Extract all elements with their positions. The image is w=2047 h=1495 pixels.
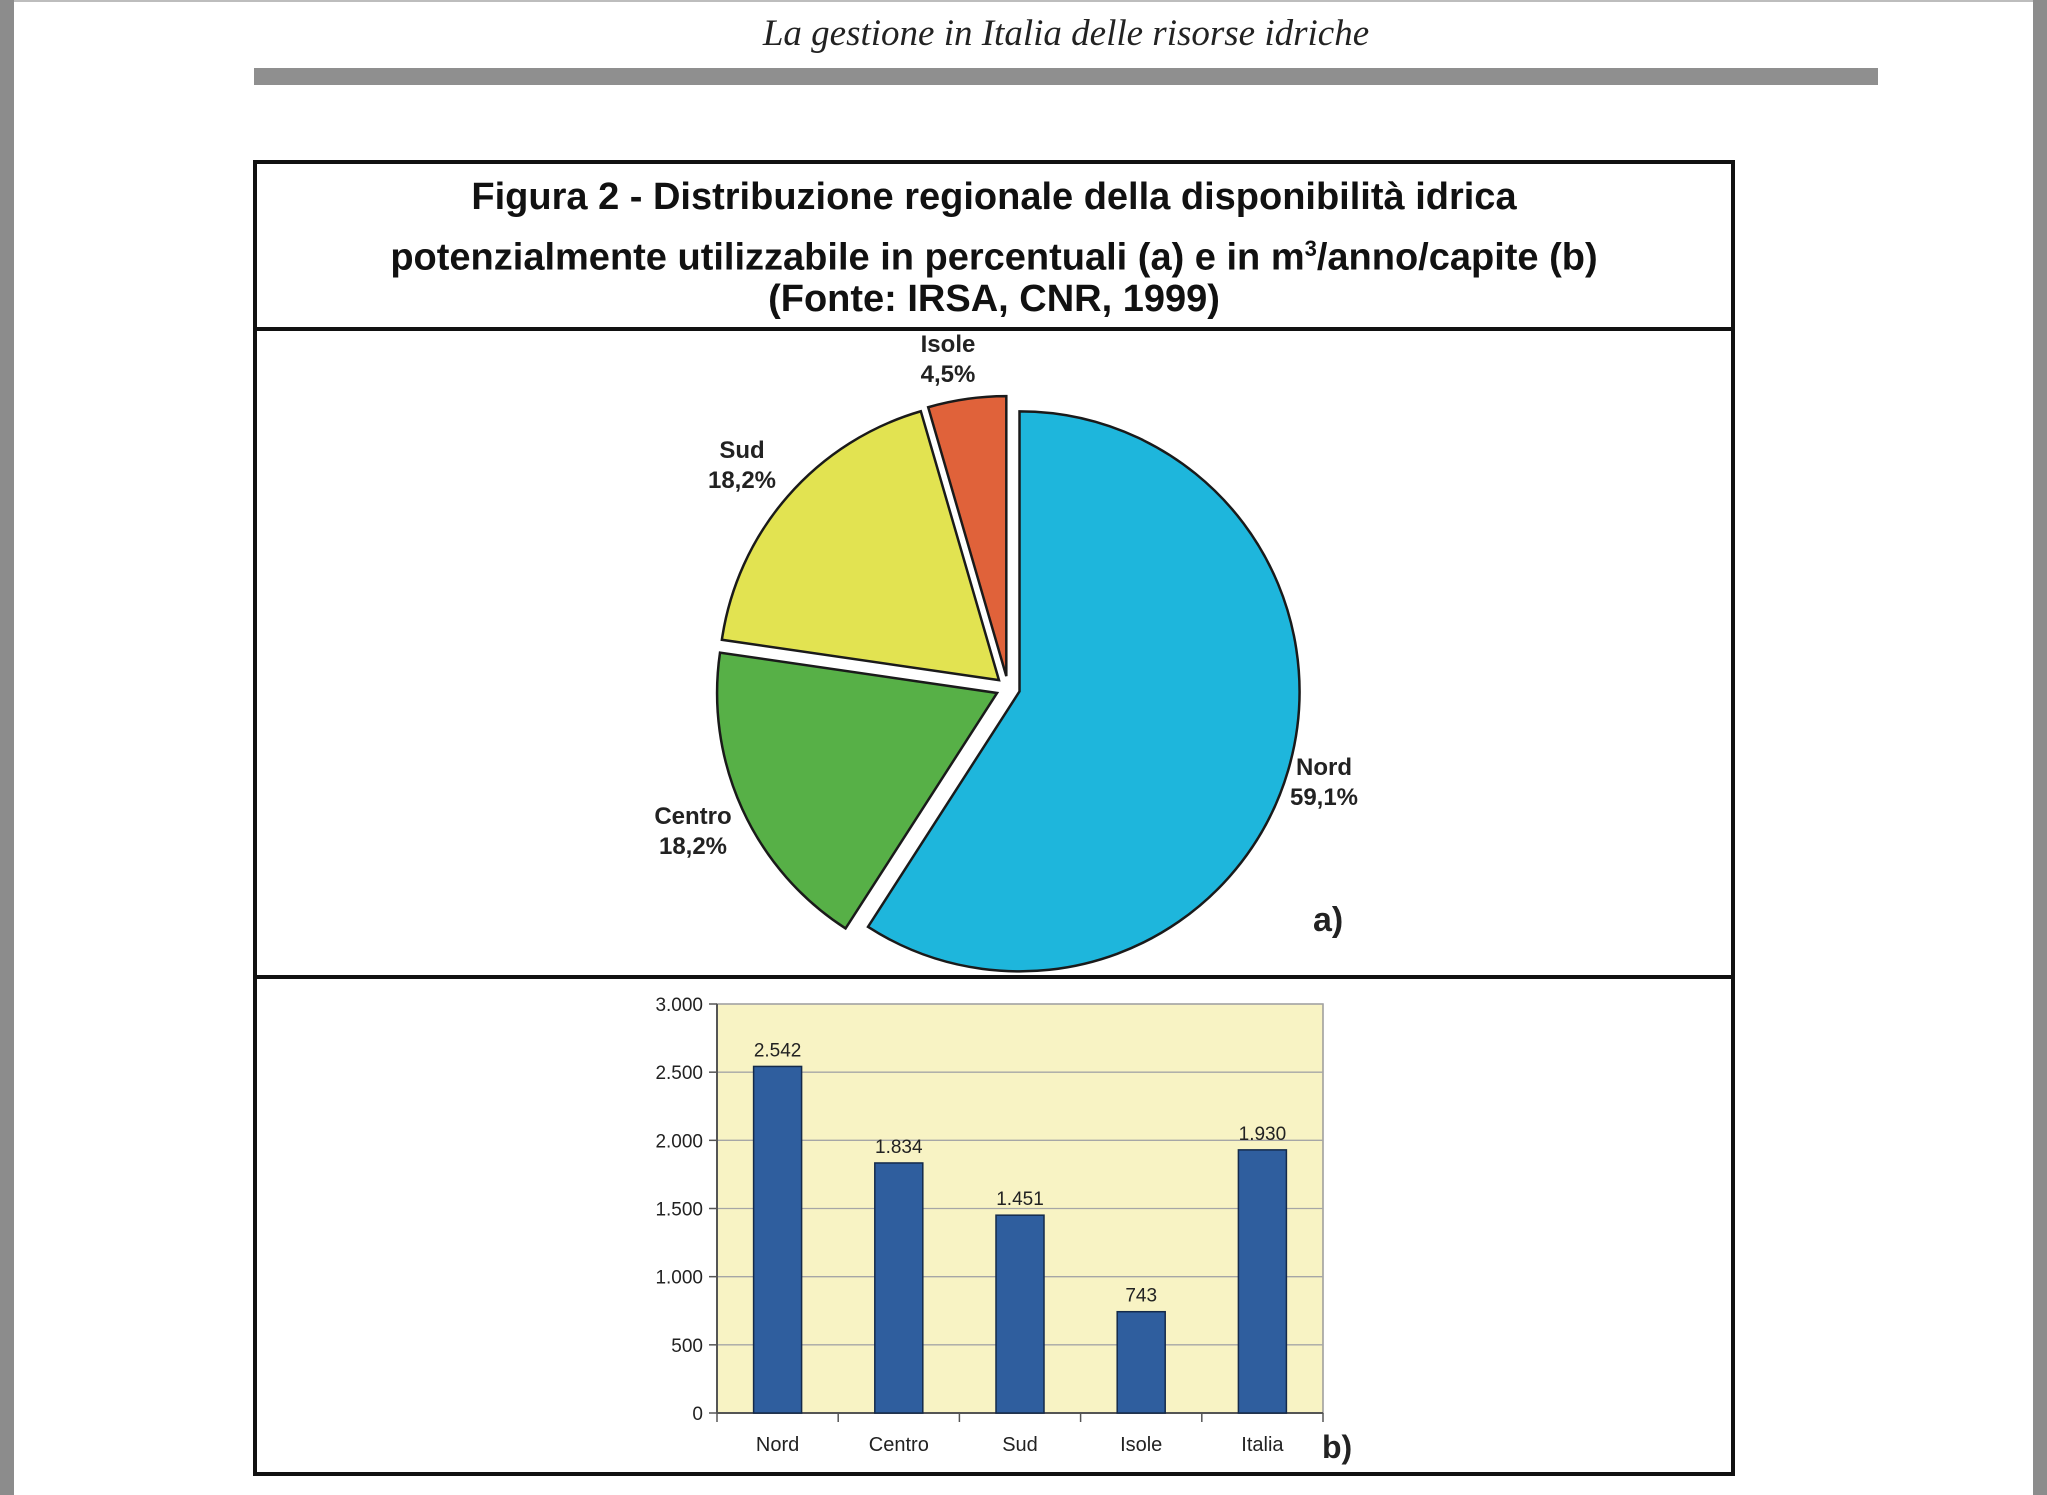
pie-value-sud: 18,2% <box>708 467 776 494</box>
y-tick-label-3000: 3.000 <box>655 995 703 1016</box>
bar-nord <box>752 1065 803 1414</box>
bar-sud <box>995 1214 1045 1414</box>
figure-title-line2: potenzialmente utilizzabile in percentua… <box>257 223 1731 284</box>
figure-title-line3: (Fonte: IRSA, CNR, 1999) <box>768 278 1220 320</box>
y-tick-label-1500: 1.500 <box>655 1200 703 1221</box>
x-tick-label-nord: Nord <box>756 1434 799 1456</box>
pie-label-isole: Isole <box>921 331 976 358</box>
figure-title-superscript: 3 <box>1304 236 1317 261</box>
bar-value-sud: 1.451 <box>996 1189 1044 1210</box>
bar-chart: 0 500 1.000 1.500 2.000 2.500 3.000 2.542 Nord 1.… <box>655 995 1352 1465</box>
pie-value-isole: 4,5% <box>921 361 976 388</box>
bar-value-italia: 1.930 <box>1239 1124 1287 1145</box>
bar-centro <box>874 1162 924 1414</box>
title-divider <box>257 327 1731 331</box>
figure-title-line2-end: /anno/capite (b) <box>1316 236 1598 279</box>
x-tick-label-isole: Isole <box>1120 1434 1162 1456</box>
y-tick-label-1000: 1.000 <box>655 1268 703 1289</box>
figure-title-line1: Figura 2 - Distribuzione regionale della… <box>471 176 1517 218</box>
bar-value-centro: 1.834 <box>875 1137 923 1158</box>
viewer-left-margin <box>0 0 14 1495</box>
bar-value-isole: 743 <box>1125 1286 1157 1307</box>
x-tick-label-italia: Italia <box>1241 1434 1284 1456</box>
x-tick-label-centro: Centro <box>869 1434 929 1456</box>
pie-label-centro: Centro <box>654 803 731 830</box>
y-tick-label-2500: 2.500 <box>655 1063 703 1084</box>
bar-value-nord: 2.542 <box>754 1040 802 1061</box>
figure-title: Figura 2 - Distribuzione regionale della… <box>257 168 1731 328</box>
bar-italia <box>1237 1149 1288 1414</box>
pie-value-nord: 59,1% <box>1290 784 1358 811</box>
y-tick-label-500: 500 <box>671 1336 703 1357</box>
panel-divider <box>257 975 1731 979</box>
y-tick-label-2000: 2.000 <box>655 1131 703 1152</box>
panel-label-b: b) <box>1322 1429 1352 1465</box>
x-tick-label-sud: Sud <box>1002 1434 1038 1456</box>
viewer-right-margin <box>2033 0 2047 1495</box>
pie-label-sud: Sud <box>719 437 764 464</box>
pie-slice-nord <box>866 410 1301 973</box>
pie-slice-sud <box>720 409 1001 682</box>
y-tick-label-0: 0 <box>692 1404 703 1425</box>
running-head: La gestione in Italia delle risorse idri… <box>762 13 1370 54</box>
page-top-edge <box>0 0 2047 2</box>
figure-title-line2-main: potenzialmente utilizzabile in percentua… <box>390 236 1305 279</box>
pie-label-nord: Nord <box>1296 754 1352 781</box>
bar-isole <box>1116 1310 1166 1414</box>
header-rule <box>254 68 1878 85</box>
panel-label-a: a) <box>1313 901 1343 939</box>
pie-value-centro: 18,2% <box>659 833 727 860</box>
pie-slice-isole <box>926 394 1008 677</box>
pie-slice-centro <box>715 651 1000 931</box>
pie-chart: Nord 59,1% Centro 18,2% Sud 18,2% Isole 4,5% a) <box>654 331 1358 973</box>
